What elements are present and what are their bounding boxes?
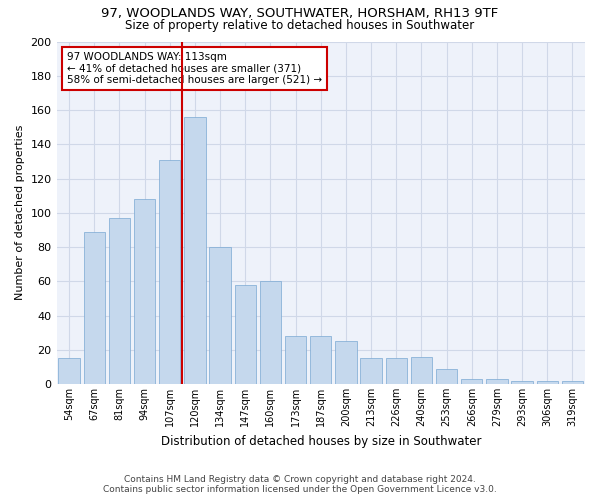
Bar <box>184 117 206 384</box>
Text: 97, WOODLANDS WAY, SOUTHWATER, HORSHAM, RH13 9TF: 97, WOODLANDS WAY, SOUTHWATER, HORSHAM, … <box>101 8 499 20</box>
Bar <box>361 358 382 384</box>
Bar <box>486 379 508 384</box>
Bar <box>109 218 130 384</box>
Bar <box>58 358 80 384</box>
Y-axis label: Number of detached properties: Number of detached properties <box>15 125 25 300</box>
Bar <box>335 341 356 384</box>
Bar <box>260 282 281 384</box>
Text: Contains HM Land Registry data © Crown copyright and database right 2024.
Contai: Contains HM Land Registry data © Crown c… <box>103 474 497 494</box>
Bar <box>83 232 105 384</box>
Bar <box>159 160 181 384</box>
Bar <box>461 379 482 384</box>
Text: Size of property relative to detached houses in Southwater: Size of property relative to detached ho… <box>125 18 475 32</box>
Bar <box>436 368 457 384</box>
Bar <box>235 284 256 384</box>
Bar <box>209 247 231 384</box>
Bar <box>562 380 583 384</box>
Bar <box>411 356 432 384</box>
Bar <box>134 199 155 384</box>
Text: 97 WOODLANDS WAY: 113sqm
← 41% of detached houses are smaller (371)
58% of semi-: 97 WOODLANDS WAY: 113sqm ← 41% of detach… <box>67 52 322 85</box>
Bar <box>536 380 558 384</box>
X-axis label: Distribution of detached houses by size in Southwater: Distribution of detached houses by size … <box>161 434 481 448</box>
Bar <box>386 358 407 384</box>
Bar <box>511 380 533 384</box>
Bar <box>285 336 307 384</box>
Bar <box>310 336 331 384</box>
